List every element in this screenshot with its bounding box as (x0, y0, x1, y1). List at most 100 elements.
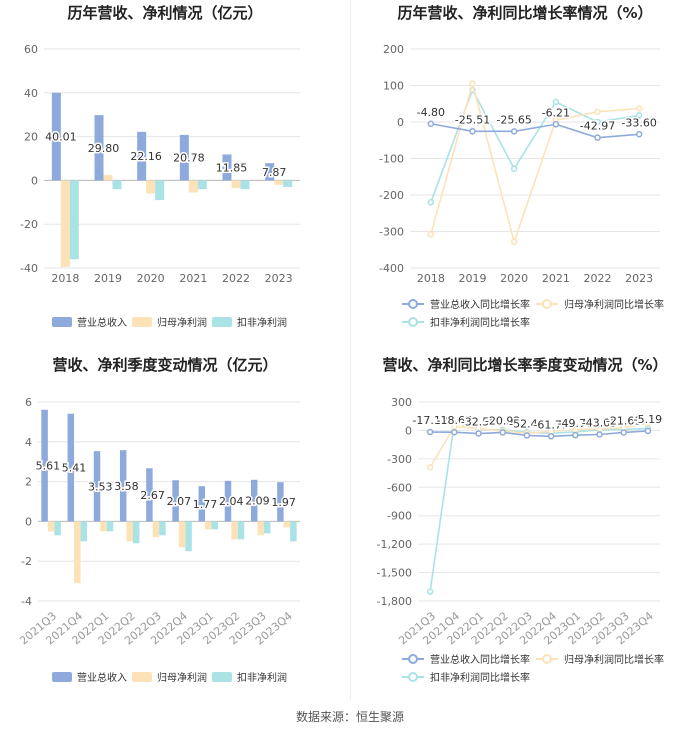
data-label: -4.80 (417, 106, 445, 119)
data-point (451, 428, 458, 436)
y-tick-label: -4 (21, 595, 32, 608)
bar-营业总收入 (41, 409, 48, 522)
bar-扣非净利润 (155, 180, 165, 201)
bar-营业总收入 (146, 468, 153, 522)
data-label: 11.85 (216, 161, 248, 174)
data-point (635, 112, 643, 119)
data-label: 5.41 (62, 462, 87, 475)
legend-label: 归母净利润同比增长率 (564, 653, 664, 666)
data-point (510, 128, 518, 135)
data-point (644, 420, 652, 427)
data-point (594, 108, 601, 116)
legend-swatch (132, 317, 152, 327)
bar-营业总收入 (51, 92, 61, 181)
data-point (426, 428, 434, 436)
x-tick-label: 2020 (137, 272, 165, 285)
panel-divider (350, 0, 351, 700)
data-point (547, 433, 555, 440)
bar-归母净利润 (74, 521, 81, 584)
quarterly-growth-rate-panel: 营收、净利同比增长率季度变动情况（%） -1,800 -1,500 -1,200 -90… (350, 350, 700, 704)
data-point (427, 231, 435, 238)
data-label: 29.80 (88, 142, 120, 155)
y-tick-label: 4 (25, 436, 32, 449)
data-label: -18.67 (437, 414, 472, 427)
bar-归母净利润 (47, 521, 55, 532)
data-label: -52.40 (509, 417, 544, 430)
data-point (475, 430, 482, 437)
bar-归母净利润 (274, 180, 284, 185)
legend-label: 扣非净利润同比增长率 (430, 671, 530, 684)
bar-归母净利润 (178, 521, 186, 548)
data-source: 数据来源：恒生聚源 (295, 710, 404, 724)
bar-归母净利润 (100, 521, 107, 532)
y-tick-label: -40 (20, 262, 38, 275)
legend-swatch (52, 317, 72, 327)
x-tick-label: 2023 (265, 272, 293, 285)
bar-归母净利润 (126, 521, 133, 542)
data-label: 1.97 (271, 496, 296, 509)
annual-revenue-profit-panel: 历年营收、净利情况（亿元） -40 -20 0 20 40 60 2018 40.01 2019 2… (0, 0, 350, 349)
data-point (635, 105, 643, 112)
legend-label: 扣非净利润 (237, 671, 287, 684)
x-tick-label: 2019 (94, 272, 122, 285)
data-label: -32.55 (461, 416, 496, 429)
data-point (427, 199, 435, 206)
quarterly-growth-rate-chart: 营收、净利同比增长率季度变动情况（%） -1,800 -1,500 -1,200 -90… (377, 356, 668, 684)
y-tick-label: 0 (25, 515, 32, 528)
x-tick-label: 2020 (500, 272, 528, 285)
data-label: 1.77 (193, 498, 218, 511)
y-tick-label: -20 (20, 218, 38, 231)
bar-归母净利润 (146, 180, 156, 194)
data-point (510, 165, 518, 172)
bar-扣非净利润 (80, 521, 88, 542)
bar-营业总收入 (224, 480, 232, 522)
data-point (620, 429, 627, 436)
data-point (572, 431, 579, 439)
bar-归母净利润 (188, 180, 198, 193)
bar-营业总收入 (277, 482, 284, 522)
data-label: 3.58 (114, 480, 139, 493)
data-label: -25.51 (455, 113, 490, 126)
bar-扣非净利润 (240, 180, 250, 190)
data-label: 3.53 (88, 480, 113, 493)
data-label: -25.65 (496, 113, 531, 126)
y-tick-label: 2 (25, 476, 32, 489)
legend-swatch-marker (408, 299, 418, 309)
legend-swatch-marker (542, 654, 552, 664)
data-label: -49.76 (558, 417, 593, 430)
y-tick-label: -300 (379, 226, 404, 239)
legend-swatch (212, 317, 232, 327)
legend-label: 归母净利润 (157, 671, 207, 684)
series-line-归母净利润同比增长率 (429, 422, 649, 468)
bar-扣非净利润 (159, 521, 166, 536)
data-point (552, 98, 560, 106)
data-point (594, 118, 601, 126)
data-label: -61.71 (533, 418, 568, 431)
bar-扣非净利润 (197, 180, 207, 190)
bar-营业总收入 (222, 154, 232, 181)
bar-营业总收入 (67, 413, 75, 522)
series-line-营业总收入同比增长率 (430, 430, 648, 438)
data-label: 2.07 (167, 495, 192, 508)
data-point (426, 464, 434, 471)
bar-营业总收入 (265, 163, 275, 181)
x-tick-label: 2022 (222, 272, 250, 285)
data-label: -33.60 (621, 116, 656, 129)
x-tick-label: 2021 (179, 272, 207, 285)
y-tick-label: -600 (387, 481, 412, 494)
bar-营业总收入 (250, 479, 258, 522)
data-label: -6.21 (542, 106, 570, 119)
data-label: -20.92 (485, 414, 520, 427)
bar-营业总收入 (119, 450, 127, 522)
y-tick-label: 40 (24, 87, 38, 100)
data-label: 2.09 (245, 495, 270, 508)
bar-扣非净利润 (211, 521, 219, 530)
bar-扣非净利润 (237, 521, 245, 540)
bar-营业总收入 (93, 451, 101, 522)
legend-label: 归母净利润 (157, 316, 207, 329)
data-point (523, 432, 531, 439)
data-label: 22.16 (130, 150, 162, 163)
data-point (594, 134, 601, 141)
series-line-扣非净利润同比增长率 (429, 421, 648, 592)
data-point (427, 120, 435, 128)
